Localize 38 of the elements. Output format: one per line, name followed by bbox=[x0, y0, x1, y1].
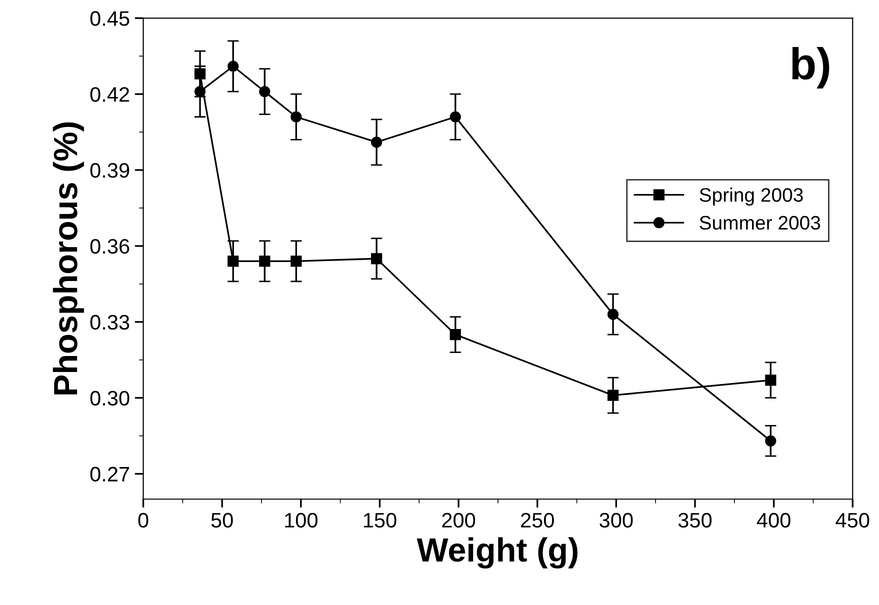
x-tick-label: 400 bbox=[756, 512, 790, 528]
y-tick-label: 0.33 bbox=[90, 314, 130, 330]
point bbox=[450, 111, 461, 122]
point bbox=[194, 68, 206, 80]
x-tick-label: 300 bbox=[600, 512, 633, 528]
point bbox=[290, 111, 302, 122]
y-tick-label: 0.42 bbox=[90, 87, 130, 102]
y-tick-label: 0.30 bbox=[90, 390, 130, 406]
x-tick-label: 0 bbox=[138, 512, 148, 528]
point bbox=[607, 390, 619, 401]
y-tick-label: 0.27 bbox=[90, 466, 130, 482]
point bbox=[371, 253, 382, 264]
legend-label: Summer 2003 bbox=[700, 216, 820, 230]
legend-label: Spring 2003 bbox=[700, 188, 803, 206]
x-tick-label: 350 bbox=[678, 512, 712, 528]
y-tick-label: 0.36 bbox=[90, 238, 130, 254]
point bbox=[290, 256, 302, 267]
y-tick-label: 0.39 bbox=[90, 163, 130, 178]
x-tick-label: 250 bbox=[521, 512, 554, 528]
point bbox=[259, 86, 270, 98]
point bbox=[259, 256, 270, 267]
point bbox=[607, 308, 619, 320]
point bbox=[765, 435, 776, 446]
point bbox=[194, 86, 206, 98]
annotation: b) bbox=[792, 47, 830, 88]
x-tick-label: 200 bbox=[442, 512, 476, 528]
x-tick-label: 450 bbox=[836, 512, 870, 528]
point bbox=[228, 60, 239, 72]
x-tick-label: 100 bbox=[285, 512, 318, 528]
point bbox=[450, 329, 461, 340]
x-axis-title: Weight (g) bbox=[416, 537, 578, 569]
point bbox=[765, 374, 776, 386]
point bbox=[228, 256, 239, 267]
y-axis-title: Phosphorous (%) bbox=[52, 122, 84, 394]
y-tick-label: 0.45 bbox=[90, 11, 130, 26]
x-tick-label: 50 bbox=[211, 512, 233, 528]
point bbox=[371, 136, 382, 148]
x-tick-label: 150 bbox=[364, 512, 396, 528]
